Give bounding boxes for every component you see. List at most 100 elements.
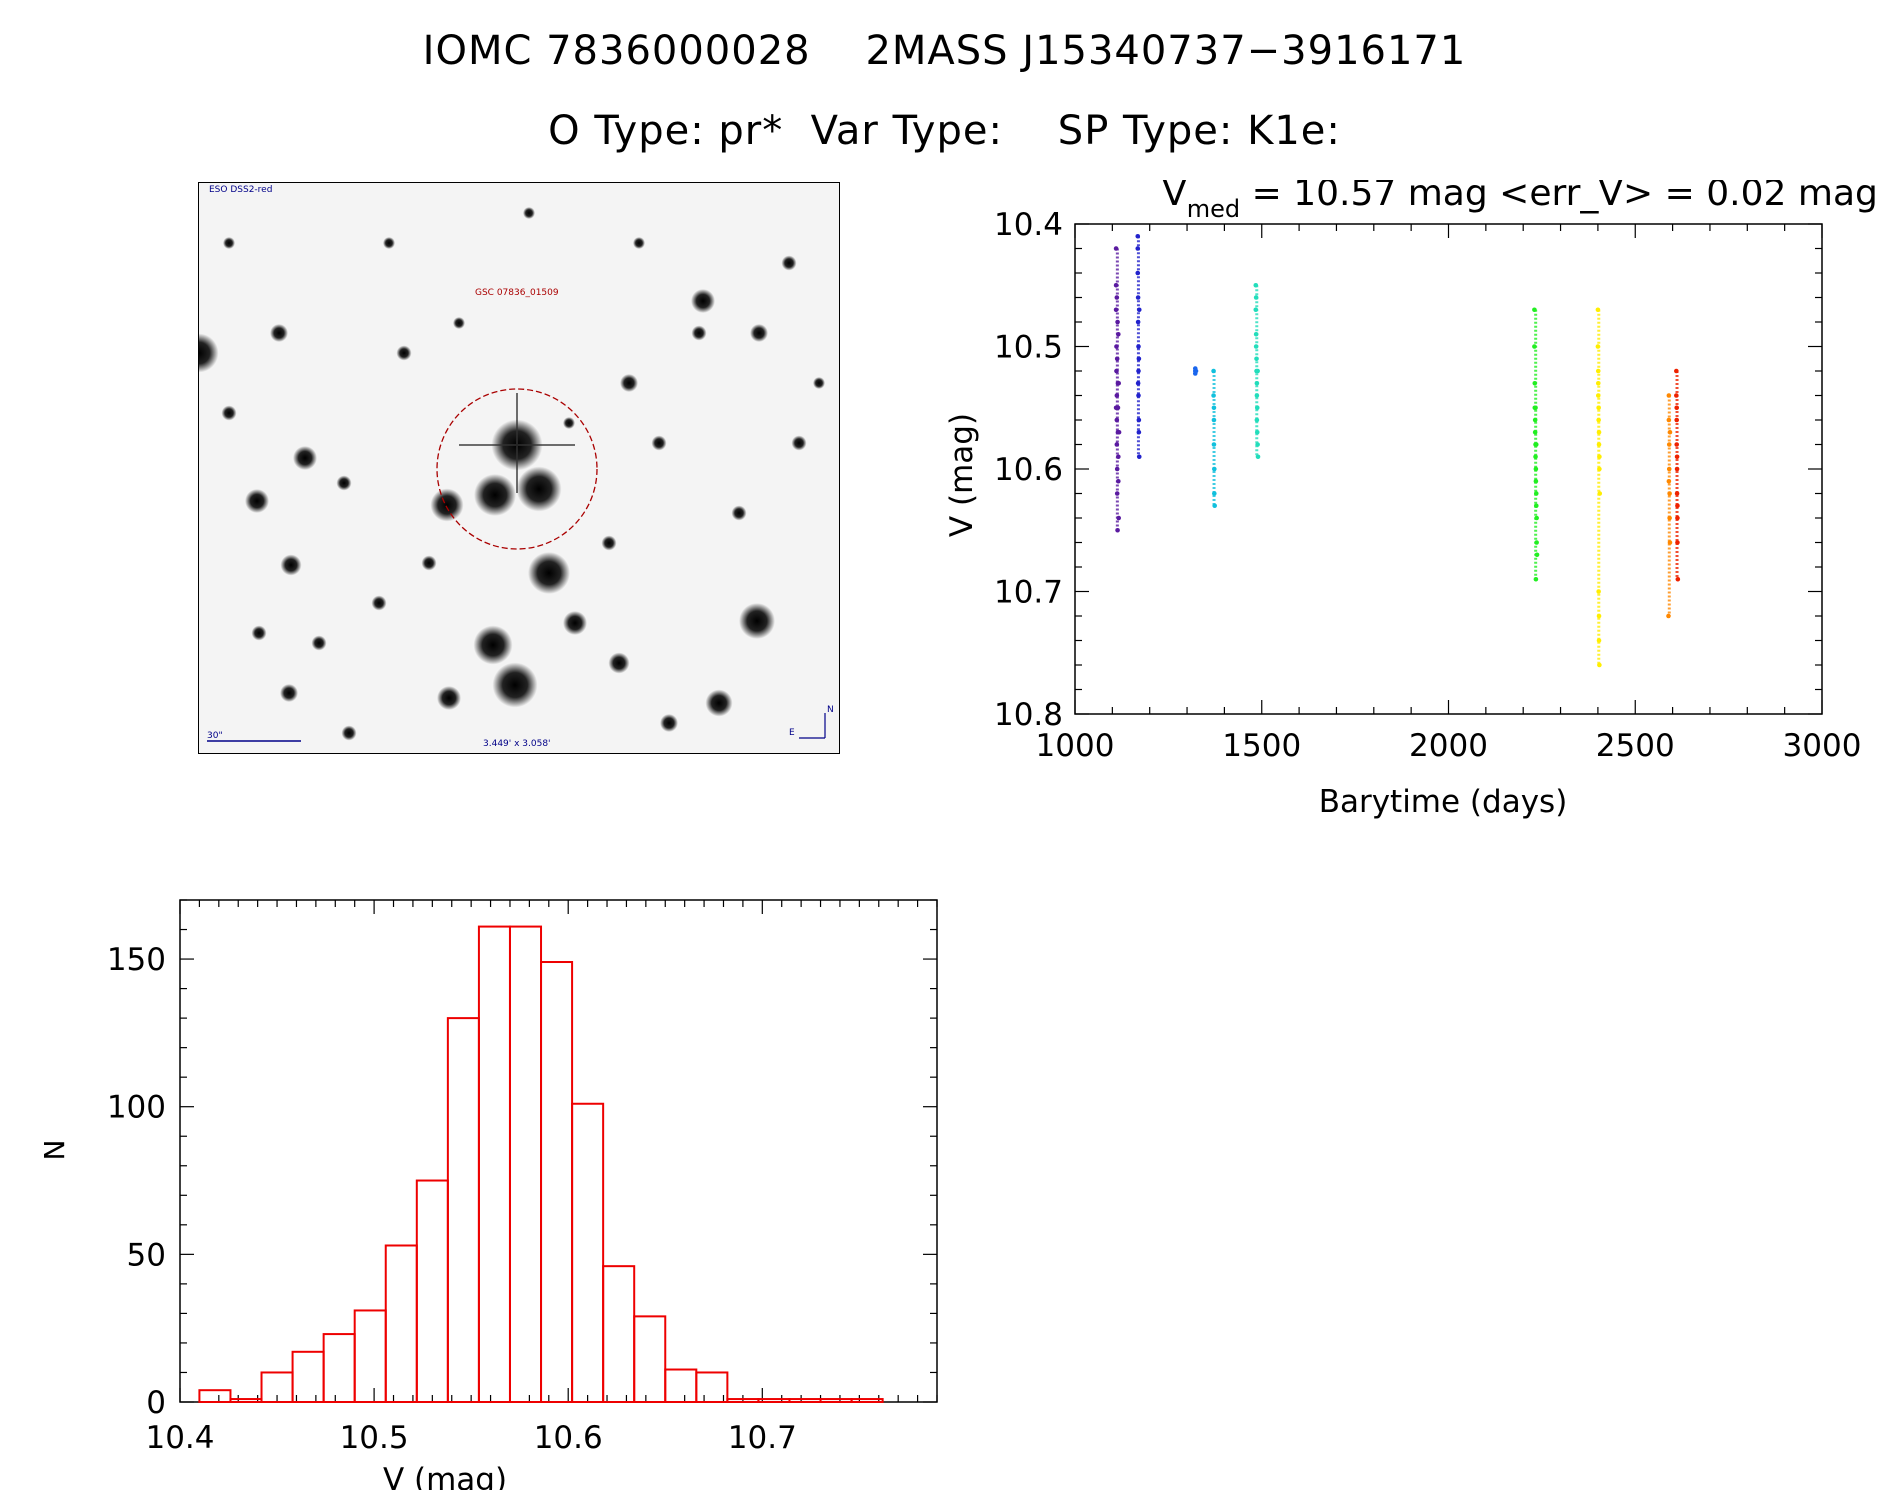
target-spikes bbox=[459, 393, 575, 493]
star-blob bbox=[221, 405, 237, 421]
histogram-bar bbox=[508, 925, 543, 1403]
star-blob bbox=[421, 555, 437, 571]
star-blob bbox=[750, 324, 768, 342]
y-tick-label: 150 bbox=[107, 942, 166, 978]
star-blob bbox=[608, 652, 630, 674]
target-circle bbox=[436, 388, 598, 550]
star-blob bbox=[223, 237, 235, 249]
star-blob bbox=[371, 595, 387, 611]
histogram-bar bbox=[384, 1244, 418, 1403]
star-blob bbox=[516, 466, 562, 512]
star-id-label: GSC 07836_01509 bbox=[475, 288, 559, 298]
star-blob bbox=[563, 417, 575, 429]
histogram-bar bbox=[664, 1368, 698, 1403]
star-blob bbox=[528, 552, 570, 594]
data-point bbox=[1666, 613, 1671, 619]
light-curve-title-rest: = 10.57 mag <err_V> = 0.02 mag bbox=[1240, 180, 1878, 214]
histogram-bar bbox=[788, 1398, 822, 1403]
star-blob bbox=[430, 488, 464, 522]
data-point bbox=[1255, 454, 1261, 460]
x-tick-label: 2500 bbox=[1596, 728, 1675, 764]
star-blob bbox=[781, 255, 797, 271]
star-blob bbox=[311, 635, 327, 651]
histogram-bar bbox=[229, 1398, 263, 1403]
star-field bbox=[199, 207, 825, 741]
star-blob bbox=[437, 686, 461, 710]
star-blob bbox=[474, 474, 516, 516]
survey-label: ESO DSS2-red bbox=[209, 185, 272, 195]
x-tick-label: 10.7 bbox=[728, 1420, 797, 1456]
series-g2 bbox=[1135, 233, 1142, 460]
series-g3 bbox=[1192, 366, 1199, 376]
star-blob bbox=[651, 435, 667, 451]
field-size-label: 3.449' x 3.058' bbox=[483, 739, 551, 749]
histogram-bar bbox=[757, 1398, 791, 1403]
star-blob bbox=[731, 505, 747, 521]
histogram-bar bbox=[322, 1333, 356, 1404]
histogram-bar bbox=[540, 961, 574, 1403]
star-blob bbox=[453, 317, 465, 329]
y-tick-label: 10.5 bbox=[994, 330, 1063, 366]
star-blob bbox=[601, 535, 617, 551]
light-curve-title: Vmed = 10.57 mag <err_V> = 0.02 mag bbox=[1162, 180, 1878, 223]
series-g6 bbox=[1532, 307, 1540, 582]
histogram-bar bbox=[819, 1398, 853, 1403]
x-tick-label: 10.5 bbox=[340, 1420, 409, 1456]
star-blob bbox=[523, 207, 535, 219]
histogram-bar bbox=[415, 1179, 449, 1403]
histogram-bar bbox=[571, 1102, 605, 1404]
star-blob bbox=[270, 324, 288, 342]
histogram-bar bbox=[477, 925, 511, 1403]
light-curve-x-label: Barytime (days) bbox=[1319, 784, 1568, 820]
series-g5 bbox=[1253, 282, 1261, 460]
star-blob bbox=[660, 714, 678, 732]
x-tick-label: 1500 bbox=[1222, 728, 1301, 764]
light-curve-title-sub: med bbox=[1187, 195, 1240, 223]
light-curve-chart: Vmed = 10.57 mag <err_V> = 0.02 mag 1000… bbox=[944, 180, 1878, 820]
compass-icon bbox=[799, 713, 826, 739]
sky-image: ESO DSS2-red GSC 07836_01509 30" 3.449' … bbox=[198, 182, 840, 754]
star-blob bbox=[336, 475, 352, 491]
series-g9 bbox=[1674, 368, 1681, 582]
histogram-y-label: N bbox=[38, 1140, 71, 1161]
histogram-bar bbox=[353, 1309, 387, 1404]
light-curve-y-label: V (mag) bbox=[944, 413, 980, 537]
star-blob bbox=[341, 725, 357, 741]
star-blob bbox=[739, 603, 775, 639]
y-tick-label: 10.6 bbox=[994, 452, 1063, 488]
histogram-bar bbox=[633, 1315, 667, 1404]
star-blob bbox=[473, 625, 513, 665]
light-curve-title-prefix: V bbox=[1162, 180, 1187, 214]
series-g1 bbox=[1113, 246, 1122, 533]
histogram-frame bbox=[179, 899, 938, 1403]
y-tick-label: 100 bbox=[107, 1090, 166, 1126]
east-label: E bbox=[789, 728, 795, 738]
y-tick-label: 0 bbox=[146, 1385, 166, 1421]
x-tick-label: 10.6 bbox=[534, 1420, 603, 1456]
star-blob bbox=[705, 689, 733, 717]
x-tick-label: 3000 bbox=[1783, 728, 1862, 764]
page-title-types: O Type: pr* Var Type: SP Type: K1e: bbox=[548, 108, 1341, 154]
north-label: N bbox=[827, 705, 834, 715]
x-tick-label: 1000 bbox=[1036, 728, 1115, 764]
x-tick-label: 2000 bbox=[1409, 728, 1488, 764]
page-title-ids: IOMC 7836000028 2MASS J15340737−3916171 bbox=[422, 28, 1467, 74]
series-g8 bbox=[1666, 393, 1673, 619]
y-tick-label: 50 bbox=[127, 1237, 166, 1273]
histogram-bar bbox=[198, 1389, 232, 1403]
histogram-bar bbox=[602, 1265, 636, 1403]
histogram-bar bbox=[446, 1017, 480, 1403]
star-blob bbox=[633, 237, 645, 249]
star-blob bbox=[245, 489, 269, 513]
star-blob bbox=[492, 662, 538, 708]
star-blob bbox=[691, 325, 707, 341]
histogram-x-label: V (mag) bbox=[383, 1462, 507, 1490]
star-blob bbox=[280, 684, 298, 702]
star-blob bbox=[251, 625, 267, 641]
y-tick-label: 10.8 bbox=[994, 697, 1063, 733]
star-blob bbox=[791, 435, 807, 451]
star-blob bbox=[280, 554, 302, 576]
scale-label: 30" bbox=[207, 731, 223, 741]
histogram-plot: 10.4 10.5 10.6 10.7 0 50 100 150 bbox=[107, 899, 938, 1456]
series-g4 bbox=[1211, 368, 1217, 509]
